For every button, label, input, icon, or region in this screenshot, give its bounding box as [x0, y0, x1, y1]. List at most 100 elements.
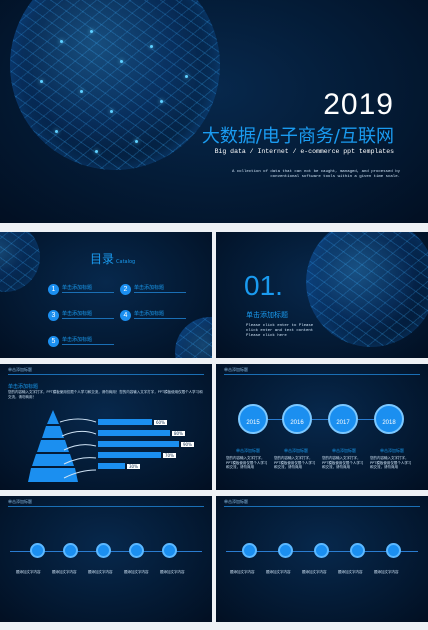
- timeline-left-node-4[interactable]: [129, 543, 144, 558]
- timeline-right-node-1[interactable]: [242, 543, 257, 558]
- pyramid-layer-1: [47, 410, 59, 424]
- pyramid-bar: [98, 419, 152, 425]
- pyramid-bar-label: 30%: [127, 464, 140, 469]
- year-item-1: 单击添加标题 您的内容输入文字打字，PPT模板使用仅限个人学习和交流，请勿商用: [226, 448, 270, 470]
- timeline-right-node-4[interactable]: [350, 543, 365, 558]
- toc-num-3[interactable]: 3: [48, 310, 59, 321]
- years-connector: [246, 419, 396, 420]
- section-title: 单击添加标题: [246, 311, 288, 319]
- year-item-3: 单击添加标题 您的内容输入文字打字，PPT模板使用仅限个人学习和交流，请勿商用: [322, 448, 366, 470]
- timeline-left-text-1: 题添加文字内容: [16, 570, 41, 574]
- pyramid-bar: [98, 452, 161, 458]
- pyramid-bar: [98, 463, 125, 469]
- timeline-slide-left[interactable]: 单击添加标题 题添加文字内容 题添加文字内容 题添加文字内容 题添加文字内容 题…: [0, 496, 212, 622]
- pyramid-bar: [98, 441, 179, 447]
- section-body: Please click enter to Please click enter…: [246, 324, 314, 339]
- cover-slide[interactable]: 2019 大数据/电子商务/互联网 Big data / Internet / …: [0, 0, 428, 223]
- year-circle-2017[interactable]: 2017: [328, 404, 358, 434]
- cover-title: 大数据/电子商务/互联网: [201, 126, 394, 147]
- cover-subtitle: Big data / Internet / e-commerce ppt tem…: [214, 148, 394, 155]
- year-label-2018: 2018: [382, 420, 396, 426]
- pyramid-header-rule: [8, 374, 204, 375]
- pyramid-slide[interactable]: 单击添加标题 单击添加标题 您的内容输入文字打字，PPT模板使用仅限个人学习和交…: [0, 364, 212, 490]
- toc-globe-left: [0, 232, 40, 292]
- timeline-left-text-5: 题添加文字内容: [160, 570, 185, 574]
- cover-description: A collection of data that can not be cau…: [231, 170, 400, 180]
- pyramid-bar-label: 70%: [163, 453, 176, 458]
- toc-title-cn: 目录: [90, 252, 115, 266]
- timeline-right-text-4: 题添加文字内容: [338, 570, 363, 574]
- timeline-left-text-2: 题添加文字内容: [52, 570, 77, 574]
- timeline-right-node-2[interactable]: [278, 543, 293, 558]
- cover-year: 2019: [323, 88, 394, 121]
- pyramid-layer-4: [32, 454, 74, 466]
- timeline-left-node-1[interactable]: [30, 543, 45, 558]
- year-item-text: 您的内容输入文字打字，PPT模板使用仅限个人学习和交流，请勿商用: [322, 456, 364, 470]
- toc-line-5: [62, 344, 114, 345]
- timeline-left-node-2[interactable]: [63, 543, 78, 558]
- toc-line-2: [134, 292, 186, 293]
- pyramid-arrows: [59, 418, 97, 479]
- timeline-right-text-2: 题添加文字内容: [266, 570, 291, 574]
- pyramid-layer-5: [28, 468, 78, 482]
- toc-num-1[interactable]: 1: [48, 284, 59, 295]
- year-label-2017: 2017: [336, 420, 350, 426]
- year-item-text: 您的内容输入文字打字，PPT模板使用仅限个人学习和交流，请勿商用: [370, 456, 412, 470]
- year-circle-2015[interactable]: 2015: [238, 404, 268, 434]
- pyramid-bar-label: 60%: [154, 420, 167, 425]
- timeline-slide-right[interactable]: 单击添加标题 题添加文字内容 题添加文字内容 题添加文字内容 题添加文字内容 题…: [216, 496, 428, 622]
- pyramid-layer-2: [42, 426, 64, 438]
- section-number: 01.: [244, 270, 283, 301]
- pyramid-bar: [98, 430, 170, 436]
- section-globe: [306, 232, 428, 347]
- toc-label-4[interactable]: 单击添加标题: [134, 311, 165, 317]
- timeline-right-node-5[interactable]: [386, 543, 401, 558]
- year-circle-2016[interactable]: 2016: [282, 404, 312, 434]
- toc-title: 目录 Catalog: [90, 250, 135, 267]
- toc-line-4: [134, 318, 186, 319]
- year-item-title: 单击添加标题: [380, 448, 404, 453]
- toc-label-3[interactable]: 单击添加标题: [62, 311, 93, 317]
- pyramid-subtitle: 单击添加标题: [8, 384, 39, 390]
- timeline-left-header: 单击添加标题: [8, 499, 32, 504]
- timeline-left-text-4: 题添加文字内容: [124, 570, 149, 574]
- toc-globe-right: [175, 317, 212, 358]
- year-item-text: 您的内容输入文字打字，PPT模板使用仅限个人学习和交流，请勿商用: [226, 456, 268, 470]
- timeline-right-header-rule: [224, 506, 420, 507]
- toc-label-1[interactable]: 单击添加标题: [62, 285, 93, 291]
- timeline-right-node-3[interactable]: [314, 543, 329, 558]
- pyramid-graphic: [28, 410, 78, 482]
- year-item-title: 单击添加标题: [332, 448, 356, 453]
- year-circle-2018[interactable]: 2018: [374, 404, 404, 434]
- timeline-left-header-rule: [8, 506, 204, 507]
- years-header-rule: [224, 374, 420, 375]
- timeline-right-header: 单击添加标题: [224, 499, 248, 504]
- toc-num-2[interactable]: 2: [120, 284, 131, 295]
- year-item-title: 单击添加标题: [284, 448, 308, 453]
- toc-slide[interactable]: 目录 Catalog 1 单击添加标题 2 单击添加标题 3 单击添加标题 4 单…: [0, 232, 212, 358]
- year-label-2016: 2016: [290, 420, 304, 426]
- year-item-text: 您的内容输入文字打字，PPT模板使用仅限个人学习和交流，请勿商用: [274, 456, 316, 470]
- timeline-left-node-3[interactable]: [96, 543, 111, 558]
- timeline-right-text-5: 题添加文字内容: [374, 570, 399, 574]
- year-item-2: 单击添加标题 您的内容输入文字打字，PPT模板使用仅限个人学习和交流，请勿商用: [274, 448, 318, 470]
- toc-title-en: Catalog: [116, 259, 136, 265]
- timeline-left-node-5[interactable]: [162, 543, 177, 558]
- section-slide[interactable]: 01. 单击添加标题 Please click enter to Please …: [216, 232, 428, 358]
- toc-num-4[interactable]: 4: [120, 310, 131, 321]
- timeline-right-text-3: 题添加文字内容: [302, 570, 327, 574]
- toc-line-1: [62, 292, 114, 293]
- pyramid-bar-label: 80%: [172, 431, 185, 436]
- pyramid-text: 您的内容输入文字打字，PPT模板使用仅限个人学习和交流，请勿商用！您的内容输入文…: [8, 391, 203, 400]
- pyramid-layer-3: [37, 440, 69, 452]
- year-item-title: 单击添加标题: [236, 448, 260, 453]
- pyramid-bar-label: 90%: [181, 442, 194, 447]
- toc-label-5[interactable]: 单击添加标题: [62, 337, 93, 343]
- globe-graphic: [10, 0, 220, 170]
- year-item-4: 单击添加标题 您的内容输入文字打字，PPT模板使用仅限个人学习和交流，请勿商用: [370, 448, 414, 470]
- toc-num-5[interactable]: 5: [48, 336, 59, 347]
- toc-line-3: [62, 318, 114, 319]
- toc-label-2[interactable]: 单击添加标题: [134, 285, 165, 291]
- pyramid-header: 单击添加标题: [8, 367, 32, 372]
- years-slide[interactable]: 单击添加标题 2015 2016 2017 2018 单击添加标题 您的内容输入…: [216, 364, 428, 490]
